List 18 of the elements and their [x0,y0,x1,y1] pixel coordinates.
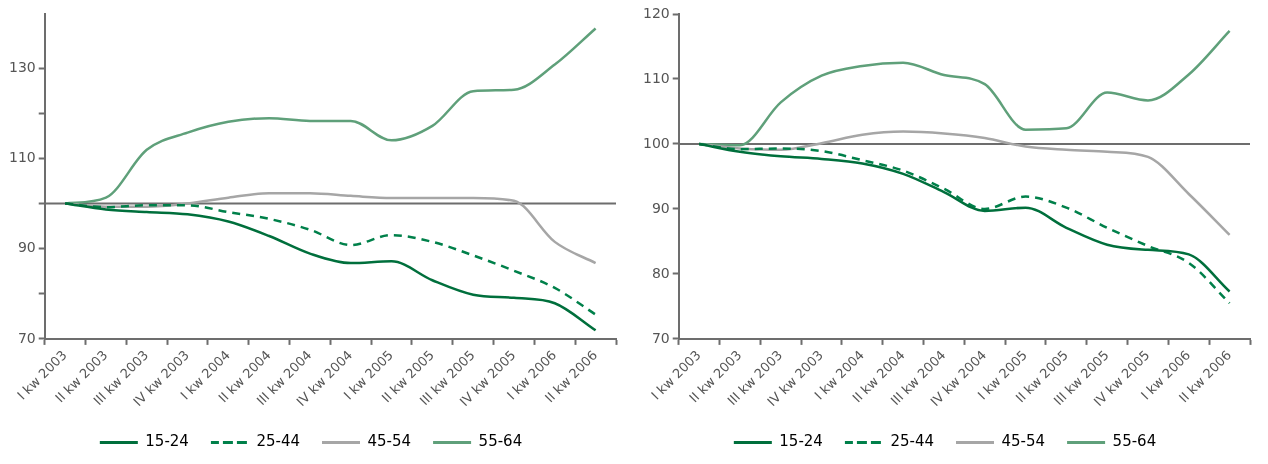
legend-label: 45-54 [367,432,412,451]
legend-label: 55-64 [478,432,523,451]
legend-label: 25-44 [256,432,301,451]
legend-label: 15-24 [145,432,189,451]
y-tick-label: 70 [17,329,36,346]
y-tick-label: 110 [8,149,36,166]
legend-label: 15-24 [779,432,823,451]
y-tick-label: 100 [642,134,670,151]
y-tick-label: 90 [17,239,36,256]
legend-label: 25-44 [890,432,935,451]
y-tick-label: 70 [651,329,670,346]
legend-label: 55-64 [1112,432,1157,451]
y-tick-label: 130 [8,58,36,75]
legend-label: 45-54 [1001,432,1046,451]
y-tick-label: 120 [642,4,670,21]
y-tick-label: 110 [642,69,670,86]
y-tick-label: 90 [651,199,670,216]
y-tick-label: 80 [651,264,670,281]
